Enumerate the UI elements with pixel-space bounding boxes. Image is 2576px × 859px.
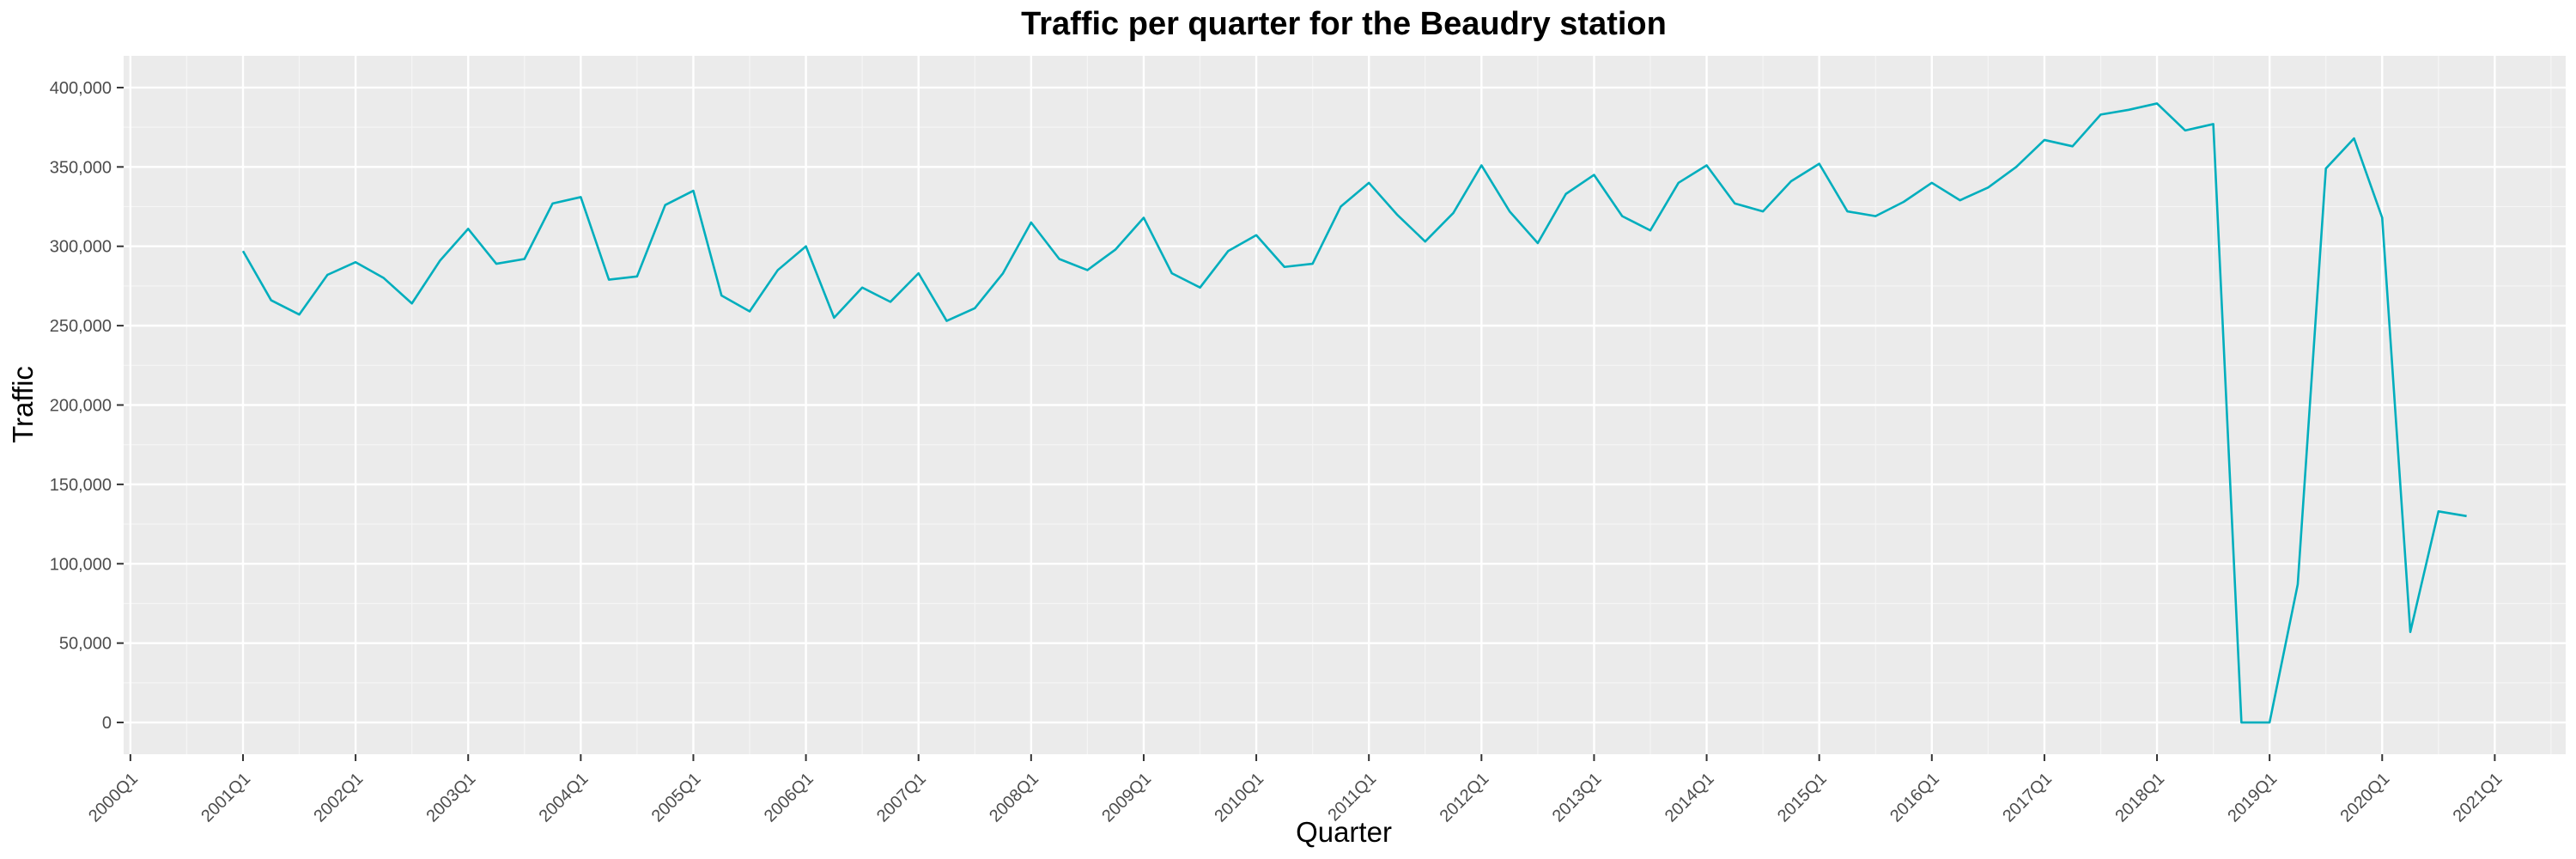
x-tick-label: 2003Q1 bbox=[422, 770, 479, 826]
y-tick-label: 200,000 bbox=[50, 397, 112, 416]
x-axis-ticks: 2000Q1 2001Q1 2002Q1 2003Q1 2004Q1 2005Q1 2006… bbox=[85, 754, 2506, 825]
major-gridlines bbox=[124, 56, 2566, 754]
y-tick-label: 0 bbox=[102, 714, 112, 733]
x-tick-label: 2007Q1 bbox=[873, 770, 930, 826]
x-tick-label: 2010Q1 bbox=[1211, 770, 1267, 826]
x-tick-label: 2002Q1 bbox=[310, 770, 367, 826]
x-tick-label: 2021Q1 bbox=[2450, 770, 2506, 826]
y-tick-label: 150,000 bbox=[50, 476, 112, 495]
y-tick-label: 350,000 bbox=[50, 158, 112, 177]
y-tick-label: 100,000 bbox=[50, 555, 112, 574]
x-tick-label: 2020Q1 bbox=[2337, 770, 2394, 826]
x-tick-label: 2019Q1 bbox=[2224, 770, 2281, 826]
x-tick-label: 2008Q1 bbox=[986, 770, 1042, 826]
y-tick-label: 250,000 bbox=[50, 317, 112, 336]
x-tick-label: 2015Q1 bbox=[1774, 770, 1831, 826]
x-tick-label: 2004Q1 bbox=[536, 770, 592, 826]
series-line bbox=[241, 102, 2467, 724]
y-axis-ticks: 0 50,000 100,000 150,000 200,000 250,000 300,0… bbox=[50, 79, 124, 733]
x-tick-label: 2001Q1 bbox=[197, 770, 254, 826]
x-tick-label: 2017Q1 bbox=[1999, 770, 2056, 826]
x-tick-label: 2016Q1 bbox=[1886, 770, 1943, 826]
x-tick-label: 2012Q1 bbox=[1437, 770, 1493, 826]
chart-title: Traffic per quarter for the Beaudry stat… bbox=[1021, 6, 1667, 42]
y-tick-label: 400,000 bbox=[50, 79, 112, 98]
x-tick-label: 2013Q1 bbox=[1549, 770, 1606, 826]
x-tick-label: 2000Q1 bbox=[85, 770, 142, 826]
x-tick-label: 2018Q1 bbox=[2111, 770, 2168, 826]
y-axis-title: Traffic bbox=[7, 366, 39, 443]
y-tick-label: 300,000 bbox=[50, 238, 112, 257]
y-tick-label: 50,000 bbox=[59, 635, 112, 654]
series-layer bbox=[241, 102, 2467, 724]
x-tick-label: 2005Q1 bbox=[648, 770, 705, 826]
x-tick-label: 2014Q1 bbox=[1662, 770, 1718, 826]
x-tick-label: 2006Q1 bbox=[761, 770, 817, 826]
x-tick-label: 2009Q1 bbox=[1098, 770, 1155, 826]
x-axis-title: Quarter bbox=[1296, 816, 1392, 848]
